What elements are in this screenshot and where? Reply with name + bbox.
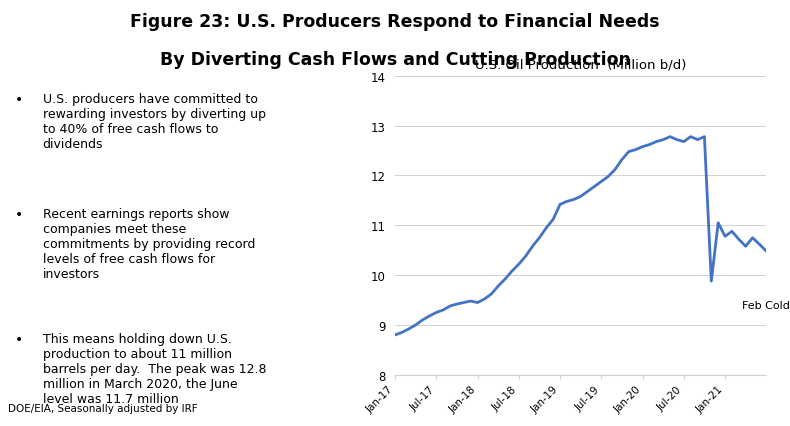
Text: This means holding down U.S.
production to about 11 million
barrels per day.  Th: This means holding down U.S. production … <box>43 333 266 406</box>
Text: •: • <box>15 93 23 107</box>
Text: Recent earnings reports show
companies meet these
commitments by providing recor: Recent earnings reports show companies m… <box>43 208 255 281</box>
Title: U.S. Oil Production  (Million b/d): U.S. Oil Production (Million b/d) <box>475 58 687 72</box>
Text: Feb Cold Snap: Feb Cold Snap <box>743 300 790 310</box>
Text: Figure 23: U.S. Producers Respond to Financial Needs: Figure 23: U.S. Producers Respond to Fin… <box>130 13 660 31</box>
Text: By Diverting Cash Flows and Cutting Production: By Diverting Cash Flows and Cutting Prod… <box>160 51 630 69</box>
Text: •: • <box>15 208 23 222</box>
Text: •: • <box>15 333 23 346</box>
Text: U.S. producers have committed to
rewarding investors by diverting up
to 40% of f: U.S. producers have committed to rewardi… <box>43 93 265 151</box>
Text: DOE/EIA, Seasonally adjusted by IRF: DOE/EIA, Seasonally adjusted by IRF <box>8 403 198 413</box>
